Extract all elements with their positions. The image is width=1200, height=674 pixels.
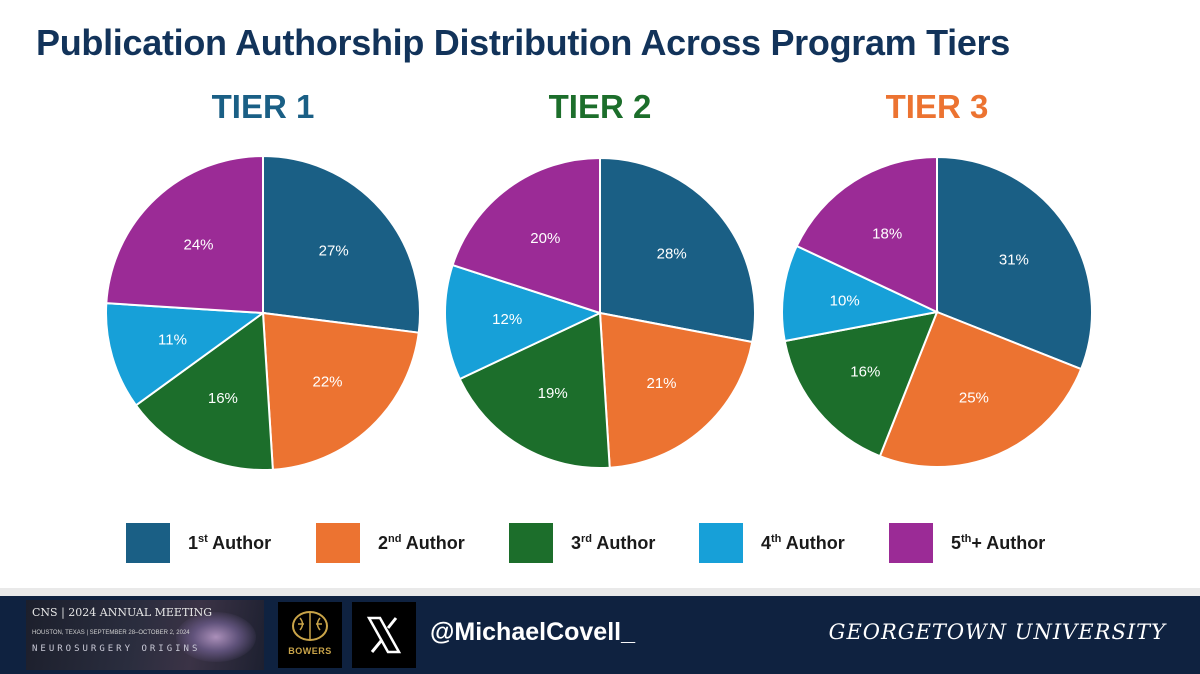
legend-label-text: + Author (971, 532, 1046, 553)
legend-label-text: Author (401, 532, 465, 553)
legend-label-suffix: rd (581, 532, 593, 545)
legend: 1st Author 2nd Author 3rd Author 4th Author… (0, 520, 1200, 566)
footer-bar: CNS | 2024 ANNUAL MEETING HOUSTON, TEXAS… (0, 596, 1200, 674)
slide-title: Publication Authorship Distribution Acro… (36, 22, 1010, 63)
tier-2-label-first-author: 28% (657, 246, 687, 263)
legend-label-number: 1 (188, 532, 199, 553)
tier-3-label-fifth-author: 18% (872, 226, 902, 243)
brain-image (176, 612, 256, 662)
tier-3-label-second-author: 25% (959, 389, 989, 406)
tier-1-slice-fifth-author (105, 154, 264, 315)
tier-1-label-fifth-author: 24% (183, 236, 213, 253)
legend-swatch (699, 523, 743, 563)
tier-1-label-third-author: 16% (208, 390, 238, 407)
cns-banner-title: CNS | 2024 ANNUAL MEETING (32, 606, 213, 619)
legend-second-author: 2nd Author (316, 520, 465, 566)
legend-label-suffix: st (198, 532, 208, 545)
legend-label-number: 3 (571, 532, 582, 553)
legend-first-author: 1st Author (126, 520, 271, 566)
bowers-lab-logo: BOWERS (278, 602, 342, 668)
tier-1-slice-fourth-author (105, 302, 266, 407)
cns-banner-theme: NEUROSURGERY ORIGINS (32, 644, 201, 654)
tier-1-slice-first-author (262, 154, 421, 334)
tier-1-title: TIER 1 (212, 88, 315, 125)
legend-label-text: Author (207, 532, 272, 553)
tier-3-slice-second-author (878, 310, 1083, 468)
tier-2-slice-third-author (458, 311, 611, 469)
legend-swatch (889, 523, 933, 563)
legend-label-suffix: th (771, 532, 782, 545)
legend-label-text: Author (781, 532, 845, 553)
legend-label: 5th+ Author (951, 533, 1045, 554)
pie-chart-tier-2: TIER 2 28% 21% 19% 12% 20% (444, 88, 756, 469)
bowers-logo-text: BOWERS (288, 646, 332, 656)
tier-1-label-fourth-author: 11% (158, 331, 187, 348)
tier-3-title: TIER 3 (886, 88, 989, 125)
tier-2-slice-second-author (598, 311, 754, 469)
legend-fourth-author: 4th Author (699, 520, 845, 566)
legend-label-number: 4 (761, 532, 772, 553)
tier-1-label-first-author: 27% (319, 243, 349, 260)
footer-divider (0, 588, 1200, 596)
university-name: GEORGETOWN UNIVERSITY (828, 620, 1166, 644)
legend-label-text: Author (592, 532, 656, 553)
legend-third-author: 3rd Author (509, 520, 655, 566)
tier-2-title: TIER 2 (549, 88, 652, 125)
legend-swatch (126, 523, 170, 563)
twitter-handle: @MichaelCovell_ (430, 618, 636, 646)
tier-2-label-fifth-author: 20% (530, 230, 560, 247)
legend-label: 4th Author (761, 533, 845, 554)
tier-2-label-third-author: 19% (538, 385, 568, 402)
legend-label: 3rd Author (571, 533, 655, 554)
tier-2-slice-first-author (599, 156, 756, 344)
tier-1-label-second-author: 22% (312, 374, 342, 391)
tier-2-slice-fifth-author (451, 156, 601, 315)
legend-swatch (509, 523, 553, 563)
tier-1-slice-third-author (134, 311, 274, 471)
tier-3-slice-first-author (936, 155, 1093, 371)
tier-3-label-fourth-author: 10% (830, 292, 860, 309)
tier-3-label-third-author: 16% (850, 363, 880, 380)
cns-banner-subtitle: HOUSTON, TEXAS | SEPTEMBER 28–OCTOBER 2,… (32, 630, 190, 636)
tier-1-slice-second-author (261, 311, 420, 471)
pie-chart-tier-3: TIER 3 31% 25% 16% 10% 18% (781, 88, 1093, 468)
slide: Publication Authorship Distribution Acro… (0, 22, 1200, 566)
charts-area: TIER 1 27% 22% 16% 11% 24% TIER 2 28% 21% 19% 12% 2… (105, 88, 1093, 471)
tier-3-slice-fourth-author (781, 244, 941, 343)
legend-label-suffix: th (961, 532, 972, 545)
tier-3-label-first-author: 31% (999, 252, 1029, 269)
legend-label: 1st Author (188, 533, 271, 554)
tier-2-label-second-author: 21% (646, 375, 676, 392)
legend-swatch (316, 523, 360, 563)
pie-chart-tier-1: TIER 1 27% 22% 16% 11% 24% (105, 88, 421, 471)
legend-label-number: 5 (951, 532, 962, 553)
tier-2-label-fourth-author: 12% (492, 311, 522, 328)
legend-fifth-author: 5th+ Author (889, 520, 1045, 566)
legend-label-suffix: nd (388, 532, 402, 545)
brain-icon (292, 611, 328, 641)
legend-label-number: 2 (378, 532, 389, 553)
legend-label: 2nd Author (378, 533, 465, 554)
tier-3-slice-third-author (783, 310, 939, 458)
x-logo-icon (352, 602, 416, 668)
cns-meeting-banner: CNS | 2024 ANNUAL MEETING HOUSTON, TEXAS… (26, 600, 264, 670)
tier-3-slice-fifth-author (795, 155, 938, 314)
tier-2-slice-fourth-author (444, 263, 603, 381)
